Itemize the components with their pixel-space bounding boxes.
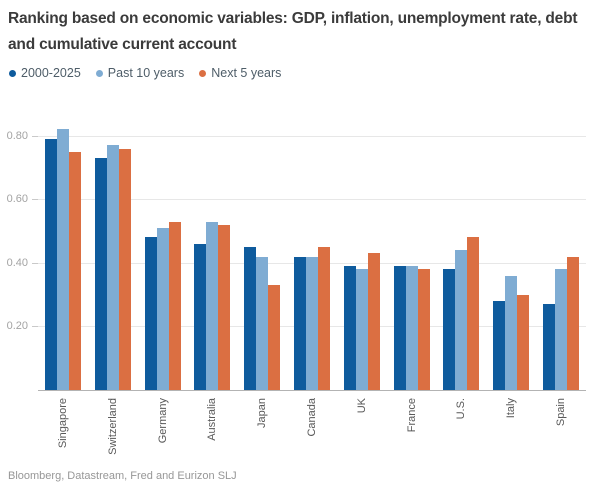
bar — [567, 256, 580, 390]
gridline — [38, 135, 586, 137]
bar-group — [337, 104, 387, 390]
bar-group — [536, 104, 586, 390]
bar — [256, 256, 269, 390]
x-axis-label: Singapore — [56, 398, 69, 449]
x-axis-labels: Singapore Switzerland Germany Australia Japa… — [38, 391, 586, 469]
bar — [293, 256, 306, 390]
y-axis-label: 0.40 — [6, 256, 28, 269]
x-axis-label: Australia — [206, 398, 219, 441]
bar — [455, 250, 468, 390]
bar — [118, 148, 131, 390]
y-axis-tick — [32, 135, 38, 137]
x-label-cell: Singapore — [38, 391, 88, 469]
bar — [555, 269, 568, 390]
legend-dot-icon — [199, 69, 207, 77]
bar — [543, 304, 556, 390]
x-label-cell: Japan — [237, 391, 287, 469]
x-label-cell: U.S. — [437, 391, 487, 469]
y-axis-label: 0.20 — [6, 320, 28, 333]
bar-group — [38, 104, 88, 390]
chart: 0.20 0.40 0.60 0.80 — [0, 104, 600, 391]
bar — [443, 269, 456, 390]
x-label-cell: Australia — [187, 391, 237, 469]
bar-group — [237, 104, 287, 390]
bar — [44, 138, 57, 390]
legend: 2000-2025 Past 10 years Next 5 years — [9, 66, 281, 80]
x-axis-label: Italy — [505, 398, 518, 419]
x-axis-label: Canada — [305, 398, 318, 437]
y-axis-tick — [32, 199, 38, 201]
legend-label: Next 5 years — [211, 66, 282, 80]
bar-group — [387, 104, 437, 390]
bar — [106, 145, 119, 390]
bar — [68, 151, 81, 390]
bar — [393, 266, 406, 390]
bar — [94, 158, 107, 390]
bar — [343, 266, 356, 390]
x-axis-label: Japan — [256, 398, 269, 428]
y-axis-tick — [32, 326, 38, 328]
x-axis-label: UK — [355, 398, 368, 414]
bar — [355, 269, 368, 390]
bar — [144, 237, 157, 390]
x-label-cell: Spain — [536, 391, 586, 469]
bar — [56, 129, 69, 390]
bar-group — [437, 104, 487, 390]
x-axis-label: U.S. — [455, 398, 468, 420]
bar — [317, 247, 330, 390]
x-label-cell: Italy — [486, 391, 536, 469]
bar — [194, 243, 207, 390]
bar — [268, 285, 281, 390]
x-label-cell: Canada — [287, 391, 337, 469]
bar-group — [88, 104, 138, 390]
bar-group — [486, 104, 536, 390]
bar — [467, 237, 480, 390]
y-axis-label: 0.60 — [6, 193, 28, 206]
legend-dot-icon — [9, 69, 16, 77]
bars-container — [38, 104, 586, 390]
x-label-cell: France — [387, 391, 437, 469]
legend-item-3: Next 5 years — [199, 66, 281, 80]
x-axis-label: Germany — [156, 398, 169, 444]
gridline — [38, 199, 586, 201]
legend-dot-icon — [95, 69, 103, 77]
bar — [168, 221, 181, 390]
y-axis-label: 0.80 — [6, 129, 28, 142]
bar-group — [138, 104, 188, 390]
bar-group — [187, 104, 237, 390]
bar — [305, 256, 318, 390]
bar — [517, 294, 530, 390]
legend-item-2: Past 10 years — [95, 66, 185, 80]
plot-area — [38, 104, 586, 391]
bar — [493, 301, 506, 390]
bar — [367, 253, 380, 390]
source-credit: Bloomberg, Datastream, Fred and Eurizon … — [8, 470, 237, 482]
x-axis-label: France — [405, 398, 418, 433]
x-label-cell: Germany — [138, 391, 188, 469]
x-axis-label: Switzerland — [106, 398, 119, 455]
chart-title: Ranking based on economic variables: GDP… — [8, 10, 578, 53]
x-axis-label: Spain — [555, 398, 568, 427]
bar — [206, 221, 219, 390]
bar — [505, 275, 518, 390]
bar — [405, 266, 418, 390]
x-label-cell: Switzerland — [88, 391, 138, 469]
legend-item-1: 2000-2025 — [9, 66, 81, 80]
x-label-cell: UK — [337, 391, 387, 469]
legend-label: 2000-2025 — [21, 66, 81, 80]
bar — [156, 227, 169, 390]
y-axis-tick — [32, 262, 38, 264]
bar-group — [287, 104, 337, 390]
legend-label: Past 10 years — [107, 66, 185, 80]
bar — [218, 224, 231, 390]
bar — [417, 269, 430, 390]
bar — [244, 247, 257, 390]
